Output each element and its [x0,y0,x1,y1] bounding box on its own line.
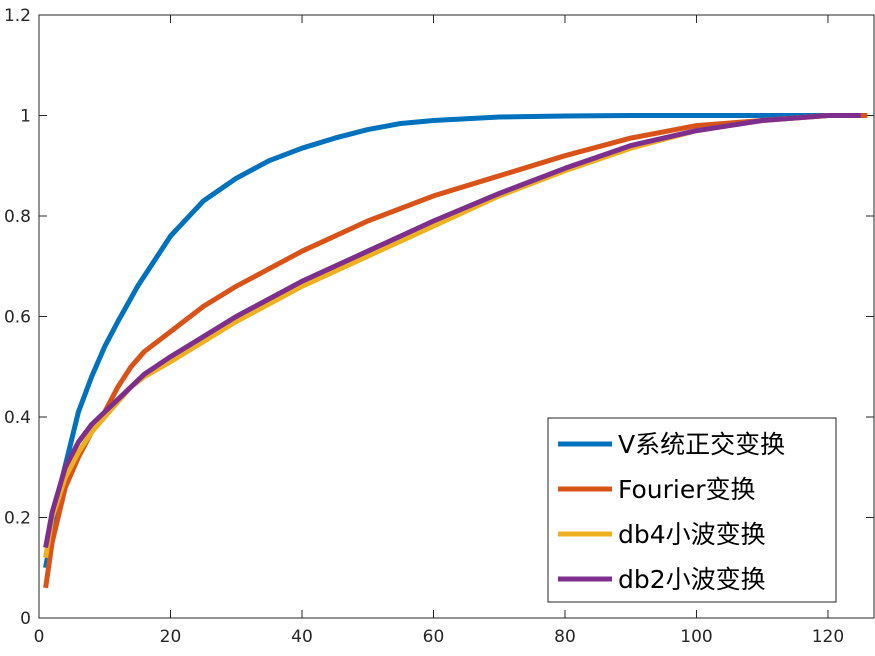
y-tick-label: 0.2 [4,509,31,529]
x-tick-label: 40 [291,627,313,647]
x-tick-label: 100 [680,627,712,647]
x-tick-label: 120 [812,627,844,647]
x-tick-label: 80 [554,627,576,647]
legend-label: db4小波变换 [618,520,766,549]
x-tick-label: 20 [160,627,182,647]
legend-label: Fourier变换 [618,475,756,504]
x-tick-label: 60 [423,627,445,647]
legend-label: V系统正交变换 [618,430,785,459]
y-tick-label: 0.6 [4,308,31,328]
y-tick-label: 1 [20,107,31,127]
y-tick-label: 0.8 [4,207,31,227]
legend-label: db2小波变换 [618,565,766,594]
legend: V系统正交变换 Fourier变换 db4小波变换 db2小波变换 [548,418,836,602]
y-tick-label: 1.2 [4,6,31,26]
y-tick-label: 0.4 [4,408,31,428]
x-tick-label: 0 [34,627,45,647]
y-tick-label: 0 [20,609,31,629]
